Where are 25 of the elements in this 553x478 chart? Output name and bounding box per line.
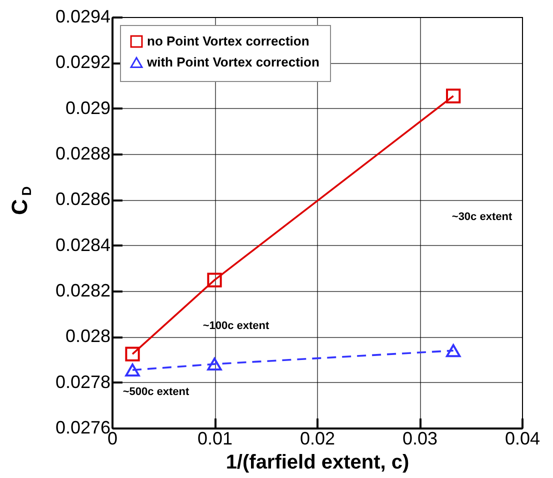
y-tick-label: 0.0292 (55, 52, 110, 72)
point (207, 272, 222, 288)
point (125, 346, 140, 362)
y-tick-label: 0.029 (65, 98, 110, 118)
y-tick-label: 0.028 (65, 326, 110, 346)
x-tick-label: 0.04 (504, 428, 540, 448)
y-axis-title: CD (7, 186, 34, 215)
x-tick-label: 0.01 (197, 428, 233, 448)
y-tick-label: 0.0282 (55, 280, 110, 300)
x-tick-label: 0.02 (300, 428, 336, 448)
annotation: ~500c extent (122, 386, 190, 398)
point (207, 358, 222, 371)
point (446, 88, 461, 104)
x-tick-label: 0.03 (402, 428, 438, 448)
y-tick-label: 0.0294 (55, 6, 110, 26)
legend-label: with Point Vortex correction (146, 54, 320, 70)
legend-label: no Point Vortex correction (147, 34, 310, 48)
point (446, 344, 461, 358)
y-tick-label: 0.0286 (55, 189, 110, 210)
y-tick-label: 0.0288 (55, 144, 110, 164)
x-axis-title: 1/(farfield extent, c) (226, 452, 410, 474)
y-tick-label: 0.0284 (55, 234, 110, 255)
point (125, 364, 140, 376)
annotation: ~30c extent (452, 211, 512, 223)
y-tick-label: 0.0278 (55, 372, 110, 392)
